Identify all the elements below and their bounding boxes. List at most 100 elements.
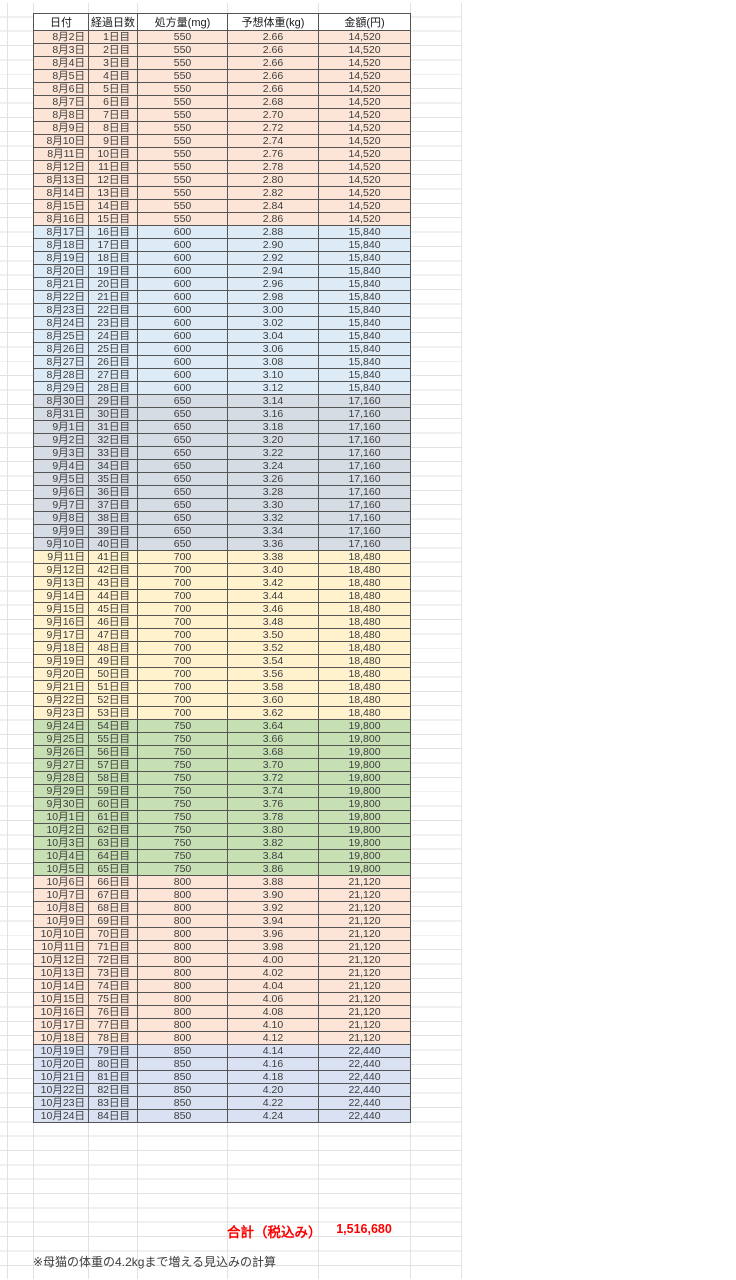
- cell-weight[interactable]: 2.88: [227, 225, 319, 239]
- cell-amount[interactable]: 19,800: [318, 771, 411, 785]
- cell-weight[interactable]: 3.54: [227, 654, 319, 668]
- cell-amount[interactable]: 14,520: [318, 212, 411, 226]
- cell-date[interactable]: 10月22日: [33, 1083, 89, 1097]
- cell-dose[interactable]: 650: [137, 498, 228, 512]
- cell-day[interactable]: 76日目: [88, 1005, 138, 1019]
- cell-amount[interactable]: 17,160: [318, 446, 411, 460]
- cell-weight[interactable]: 2.70: [227, 108, 319, 122]
- cell-amount[interactable]: 22,440: [318, 1109, 411, 1123]
- cell-date[interactable]: 8月29日: [33, 381, 89, 395]
- cell-weight[interactable]: 4.18: [227, 1070, 319, 1084]
- cell-day[interactable]: 62日目: [88, 823, 138, 837]
- cell-day[interactable]: 1日目: [88, 30, 138, 44]
- cell-weight[interactable]: 3.14: [227, 394, 319, 408]
- cell-dose[interactable]: 750: [137, 810, 228, 824]
- cell-day[interactable]: 44日目: [88, 589, 138, 603]
- cell-date[interactable]: 9月23日: [33, 706, 89, 720]
- cell-weight[interactable]: 3.62: [227, 706, 319, 720]
- cell-day[interactable]: 5日目: [88, 82, 138, 96]
- cell-date[interactable]: 10月9日: [33, 914, 89, 928]
- cell-day[interactable]: 15日目: [88, 212, 138, 226]
- cell-dose[interactable]: 750: [137, 732, 228, 746]
- cell-amount[interactable]: 18,480: [318, 680, 411, 694]
- cell-day[interactable]: 54日目: [88, 719, 138, 733]
- cell-weight[interactable]: 3.92: [227, 901, 319, 915]
- cell-weight[interactable]: 2.78: [227, 160, 319, 174]
- cell-amount[interactable]: 17,160: [318, 433, 411, 447]
- cell-date[interactable]: 10月16日: [33, 1005, 89, 1019]
- cell-dose[interactable]: 600: [137, 342, 228, 356]
- cell-weight[interactable]: 3.24: [227, 459, 319, 473]
- cell-dose[interactable]: 600: [137, 264, 228, 278]
- cell-day[interactable]: 34日目: [88, 459, 138, 473]
- cell-amount[interactable]: 22,440: [318, 1070, 411, 1084]
- cell-day[interactable]: 59日目: [88, 784, 138, 798]
- cell-amount[interactable]: 19,800: [318, 758, 411, 772]
- cell-weight[interactable]: 3.36: [227, 537, 319, 551]
- cell-amount[interactable]: 14,520: [318, 134, 411, 148]
- cell-date[interactable]: 8月13日: [33, 173, 89, 187]
- cell-amount[interactable]: 18,480: [318, 628, 411, 642]
- cell-amount[interactable]: 15,840: [318, 277, 411, 291]
- cell-date[interactable]: 9月2日: [33, 433, 89, 447]
- cell-dose[interactable]: 700: [137, 693, 228, 707]
- cell-weight[interactable]: 2.66: [227, 69, 319, 83]
- cell-weight[interactable]: 2.76: [227, 147, 319, 161]
- cell-date[interactable]: 8月26日: [33, 342, 89, 356]
- cell-dose[interactable]: 750: [137, 797, 228, 811]
- cell-dose[interactable]: 600: [137, 316, 228, 330]
- cell-date[interactable]: 8月12日: [33, 160, 89, 174]
- cell-day[interactable]: 41日目: [88, 550, 138, 564]
- cell-weight[interactable]: 3.06: [227, 342, 319, 356]
- cell-weight[interactable]: 2.74: [227, 134, 319, 148]
- cell-weight[interactable]: 2.66: [227, 56, 319, 70]
- cell-weight[interactable]: 3.20: [227, 433, 319, 447]
- cell-weight[interactable]: 3.26: [227, 472, 319, 486]
- cell-dose[interactable]: 750: [137, 784, 228, 798]
- cell-dose[interactable]: 600: [137, 277, 228, 291]
- cell-amount[interactable]: 18,480: [318, 550, 411, 564]
- cell-date[interactable]: 8月24日: [33, 316, 89, 330]
- cell-day[interactable]: 45日目: [88, 602, 138, 616]
- cell-date[interactable]: 9月7日: [33, 498, 89, 512]
- cell-dose[interactable]: 700: [137, 563, 228, 577]
- cell-day[interactable]: 69日目: [88, 914, 138, 928]
- cell-date[interactable]: 8月16日: [33, 212, 89, 226]
- cell-date[interactable]: 10月4日: [33, 849, 89, 863]
- cell-weight[interactable]: 4.22: [227, 1096, 319, 1110]
- cell-day[interactable]: 10日目: [88, 147, 138, 161]
- cell-amount[interactable]: 15,840: [318, 264, 411, 278]
- cell-dose[interactable]: 550: [137, 56, 228, 70]
- cell-amount[interactable]: 18,480: [318, 706, 411, 720]
- cell-date[interactable]: 10月1日: [33, 810, 89, 824]
- cell-date[interactable]: 10月2日: [33, 823, 89, 837]
- cell-date[interactable]: 9月5日: [33, 472, 89, 486]
- cell-day[interactable]: 33日目: [88, 446, 138, 460]
- cell-amount[interactable]: 15,840: [318, 290, 411, 304]
- cell-dose[interactable]: 550: [137, 30, 228, 44]
- cell-amount[interactable]: 19,800: [318, 810, 411, 824]
- cell-amount[interactable]: 14,520: [318, 121, 411, 135]
- cell-amount[interactable]: 18,480: [318, 563, 411, 577]
- cell-weight[interactable]: 3.02: [227, 316, 319, 330]
- cell-dose[interactable]: 700: [137, 641, 228, 655]
- cell-date[interactable]: 8月15日: [33, 199, 89, 213]
- cell-dose[interactable]: 850: [137, 1044, 228, 1058]
- cell-weight[interactable]: 4.14: [227, 1044, 319, 1058]
- cell-date[interactable]: 8月17日: [33, 225, 89, 239]
- cell-weight[interactable]: 2.94: [227, 264, 319, 278]
- cell-amount[interactable]: 19,800: [318, 732, 411, 746]
- cell-date[interactable]: 9月10日: [33, 537, 89, 551]
- cell-date[interactable]: 8月3日: [33, 43, 89, 57]
- cell-date[interactable]: 8月5日: [33, 69, 89, 83]
- cell-date[interactable]: 10月10日: [33, 927, 89, 941]
- cell-date[interactable]: 10月5日: [33, 862, 89, 876]
- cell-weight[interactable]: 3.18: [227, 420, 319, 434]
- cell-weight[interactable]: 3.16: [227, 407, 319, 421]
- cell-date[interactable]: 9月28日: [33, 771, 89, 785]
- cell-dose[interactable]: 700: [137, 550, 228, 564]
- cell-day[interactable]: 73日目: [88, 966, 138, 980]
- cell-dose[interactable]: 600: [137, 290, 228, 304]
- cell-amount[interactable]: 22,440: [318, 1083, 411, 1097]
- cell-date[interactable]: 9月24日: [33, 719, 89, 733]
